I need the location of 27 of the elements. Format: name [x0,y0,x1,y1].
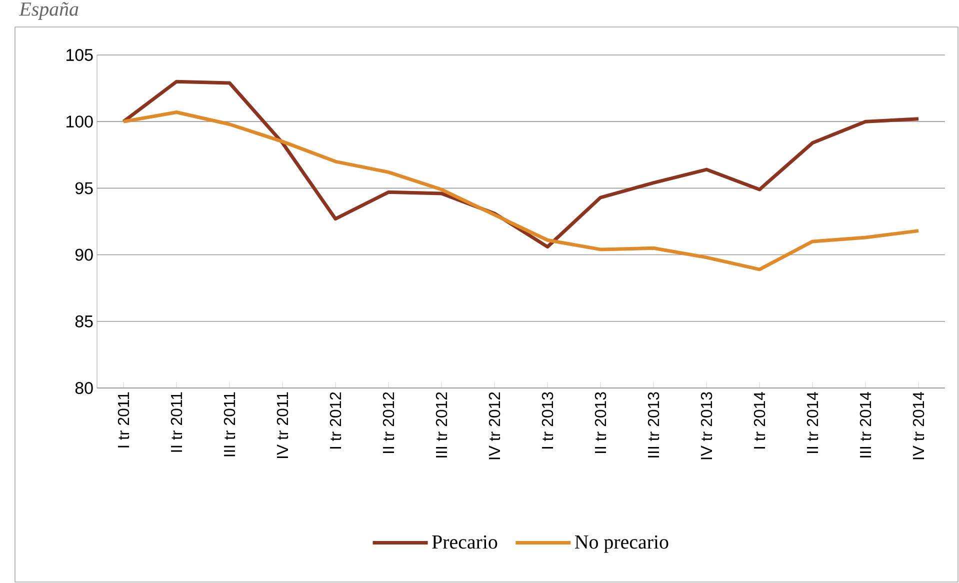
x-tick-label: I tr 2012 [330,392,342,449]
x-tick-label: II tr 2014 [806,392,818,453]
legend-label: Precario [432,535,498,549]
x-tick-label: IV tr 2012 [488,392,500,460]
x-tick-label: II tr 2013 [594,392,606,453]
legend-label: No precario [574,535,668,553]
y-tick-label: 105 [66,48,93,61]
x-tick-label: II tr 2011 [170,392,182,452]
x-tick-label: I tr 2013 [542,392,554,449]
y-tick-label: 90 [75,248,93,261]
x-tick-label: I tr 2011 [118,392,130,448]
line-series [122,80,920,249]
x-tick-label: III tr 2011 [224,392,236,456]
y-tick-label: 80 [75,382,93,394]
line-series [122,110,920,272]
y-tick-label: 85 [75,315,93,328]
x-tick-label: III tr 2013 [648,392,660,458]
y-tick-label: 95 [75,182,93,194]
x-tick-label: III tr 2014 [860,392,872,458]
x-tick-label: IV tr 2014 [912,392,924,460]
x-tick-label: IV tr 2011 [276,392,288,458]
x-tick-label: II tr 2012 [382,392,394,453]
x-tick-label: IV tr 2013 [700,392,712,460]
chart-title: España [18,2,78,20]
x-tick-label: III tr 2012 [436,392,448,458]
y-tick-label: 100 [66,116,93,128]
x-tick-label: I tr 2014 [754,392,766,449]
